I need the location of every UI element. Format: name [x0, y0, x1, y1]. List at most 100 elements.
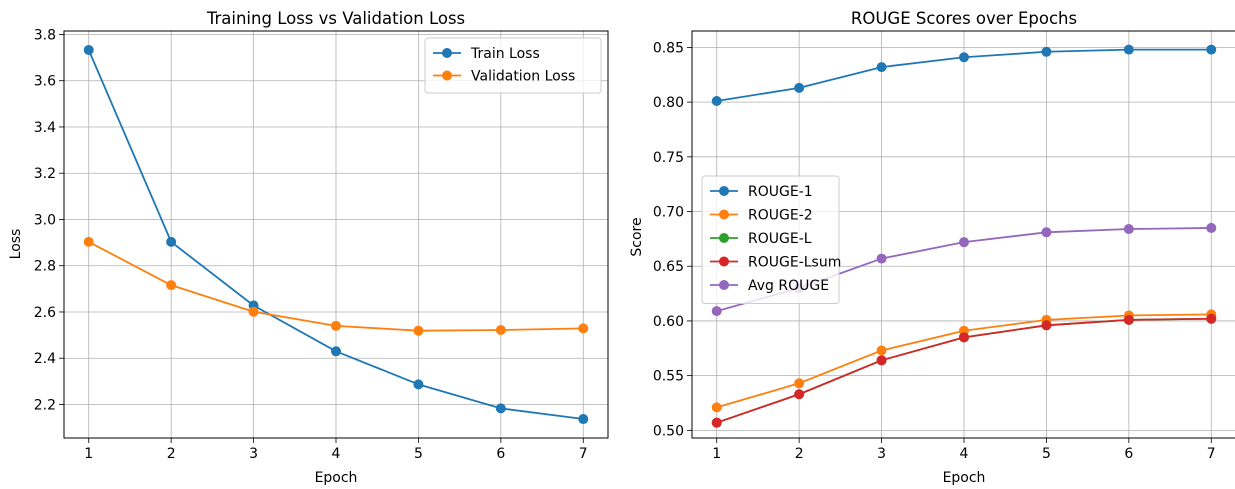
rouge-chart: ROUGE Scores over Epochs 1 2 3 4 5 6 7 0.50 0.55… [629, 9, 1235, 486]
loss-chart: Training Loss vs Validation Loss 1 2 3 4 5 6 7… [8, 9, 609, 486]
rouge-chart-xlabel: Epoch [943, 470, 986, 486]
legend-label-validation-loss: Validation Loss [471, 69, 575, 85]
data-point-avg-rouge [1206, 222, 1217, 233]
rouge-chart-legend-box [701, 175, 840, 304]
rouge-chart-xtick-label: 4 [960, 446, 969, 462]
data-point-avg-rouge [711, 306, 722, 317]
loss-chart-ytick-label: 3.2 [34, 166, 56, 182]
loss-chart-grid [64, 31, 608, 438]
legend-marker-rouge-l [719, 233, 729, 243]
rouge-chart-xtick-label: 7 [1207, 446, 1216, 462]
data-point-rouge-2 [876, 345, 887, 356]
loss-chart-series [83, 44, 589, 425]
data-point-rouge-lsum [1123, 314, 1134, 325]
loss-chart-title: Training Loss vs Validation Loss [206, 9, 465, 28]
loss-chart-ytick-label: 2.6 [34, 305, 56, 321]
rouge-chart-xtick-label: 6 [1124, 446, 1133, 462]
data-point-train-loss [578, 414, 589, 425]
loss-chart-xtick-label: 5 [414, 446, 423, 462]
data-point-validation-loss [83, 236, 94, 247]
loss-chart-xtick-label: 7 [579, 446, 588, 462]
data-point-rouge-2 [711, 402, 722, 413]
data-point-validation-loss [331, 320, 341, 331]
rouge-chart-legend: ROUGE-1 ROUGE-2 ROUGE-L ROUGE-Lsum Avg ROUGE [701, 175, 841, 304]
data-point-train-loss [331, 346, 341, 357]
loss-chart-xtick-label: 2 [167, 446, 176, 462]
legend-label-rouge-l: ROUGE-L [748, 231, 812, 247]
loss-chart-ylabel: Loss [8, 229, 24, 260]
rouge-chart-title: ROUGE Scores over Epochs [851, 9, 1077, 28]
legend-marker-train-loss [442, 48, 452, 58]
legend-label-train-loss: Train Loss [470, 46, 540, 62]
data-point-rouge-lsum [794, 389, 805, 400]
data-point-avg-rouge [876, 253, 887, 264]
data-point-validation-loss [248, 306, 259, 317]
legend-label-avg-rouge: Avg ROUGE [748, 278, 829, 294]
legend-label-rouge-2: ROUGE-2 [748, 208, 813, 224]
rouge-chart-frame [691, 30, 1235, 439]
data-point-rouge-1 [959, 52, 969, 63]
data-point-rouge-1 [711, 96, 722, 107]
rouge-chart-ytick-label: 0.70 [653, 205, 684, 221]
rouge-chart-xtick-label: 5 [1042, 446, 1051, 462]
loss-chart-ytick-label: 3.6 [34, 74, 56, 90]
data-point-avg-rouge [959, 237, 969, 248]
loss-chart-ytick-label: 2.8 [34, 259, 56, 275]
rouge-chart-ytick-label: 0.60 [653, 314, 684, 330]
data-point-validation-loss [578, 323, 589, 334]
loss-chart-ytick-label: 3.8 [34, 27, 56, 43]
loss-chart-xtick-label: 4 [332, 446, 341, 462]
rouge-chart-xtick-label: 2 [795, 446, 804, 462]
legend-label-rouge-1: ROUGE-1 [748, 184, 813, 200]
loss-chart-frame [63, 30, 609, 439]
data-point-validation-loss [413, 325, 424, 336]
data-point-rouge-1 [794, 82, 805, 93]
data-point-avg-rouge [1123, 224, 1134, 235]
loss-chart-xtick-label: 3 [249, 446, 258, 462]
data-point-avg-rouge [1041, 227, 1052, 238]
rouge-chart-xtick-label: 3 [877, 446, 886, 462]
data-point-rouge-lsum [1041, 320, 1052, 331]
data-point-train-loss [413, 379, 424, 390]
loss-chart-xlabel: Epoch [315, 470, 358, 486]
loss-chart-legend-box [424, 37, 602, 94]
legend-marker-avg-rouge [719, 280, 729, 290]
data-point-validation-loss [166, 280, 177, 291]
data-point-train-loss [166, 236, 177, 247]
loss-chart-ytick-label: 2.4 [34, 351, 56, 367]
data-point-rouge-1 [1041, 46, 1052, 57]
rouge-chart-ytick-label: 0.65 [653, 259, 684, 275]
rouge-chart-ytick-label: 0.50 [653, 423, 684, 439]
loss-chart-xtick-label: 6 [496, 446, 505, 462]
data-point-rouge-1 [876, 62, 887, 73]
data-point-rouge-lsum [959, 332, 969, 343]
rouge-chart-ytick-label: 0.75 [653, 150, 684, 166]
data-point-rouge-1 [1123, 44, 1134, 55]
legend-label-rouge-lsum: ROUGE-Lsum [748, 255, 841, 271]
rouge-chart-ylabel: Score [629, 217, 645, 256]
rouge-chart-xtick-label: 1 [712, 446, 721, 462]
legend-marker-validation-loss [442, 70, 452, 81]
legend-marker-rouge-lsum [719, 256, 729, 267]
data-point-train-loss [83, 44, 94, 55]
loss-chart-ytick-label: 2.2 [34, 397, 56, 413]
loss-chart-legend: Train Loss Validation Loss [424, 37, 602, 94]
data-point-rouge-1 [1206, 44, 1217, 55]
rouge-chart-series [711, 44, 1217, 428]
data-point-train-loss [495, 403, 506, 414]
loss-chart-ticks: 1 2 3 4 5 6 7 2.2 2.4 2.6 2.8 3.0 3.2 3.4 3.6 3.8 [34, 27, 588, 462]
rouge-chart-ytick-label: 0.80 [653, 95, 684, 111]
rouge-chart-ytick-label: 0.85 [653, 40, 684, 56]
data-point-validation-loss [495, 325, 506, 336]
data-point-rouge-lsum [876, 355, 887, 366]
legend-marker-rouge-1 [719, 186, 729, 196]
rouge-chart-ytick-label: 0.55 [653, 369, 684, 385]
data-point-rouge-2 [794, 378, 805, 389]
loss-chart-xtick-label: 1 [84, 446, 93, 462]
loss-chart-ytick-label: 3.0 [34, 212, 56, 228]
data-point-rouge-lsum [711, 417, 722, 428]
data-point-rouge-lsum [1206, 313, 1217, 324]
loss-chart-ytick-label: 3.4 [34, 120, 56, 136]
rouge-chart-ticks: 1 2 3 4 5 6 7 0.50 0.55 0.60 0.65 0.70 0.75 0.80 0.85 [653, 40, 1216, 462]
